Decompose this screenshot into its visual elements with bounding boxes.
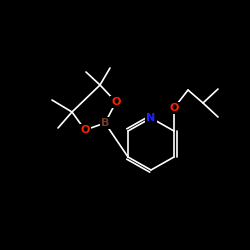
Text: O: O [80,125,90,135]
Text: O: O [169,103,179,113]
Text: N: N [146,113,156,123]
Text: B: B [101,118,109,128]
Text: O: O [111,97,121,107]
